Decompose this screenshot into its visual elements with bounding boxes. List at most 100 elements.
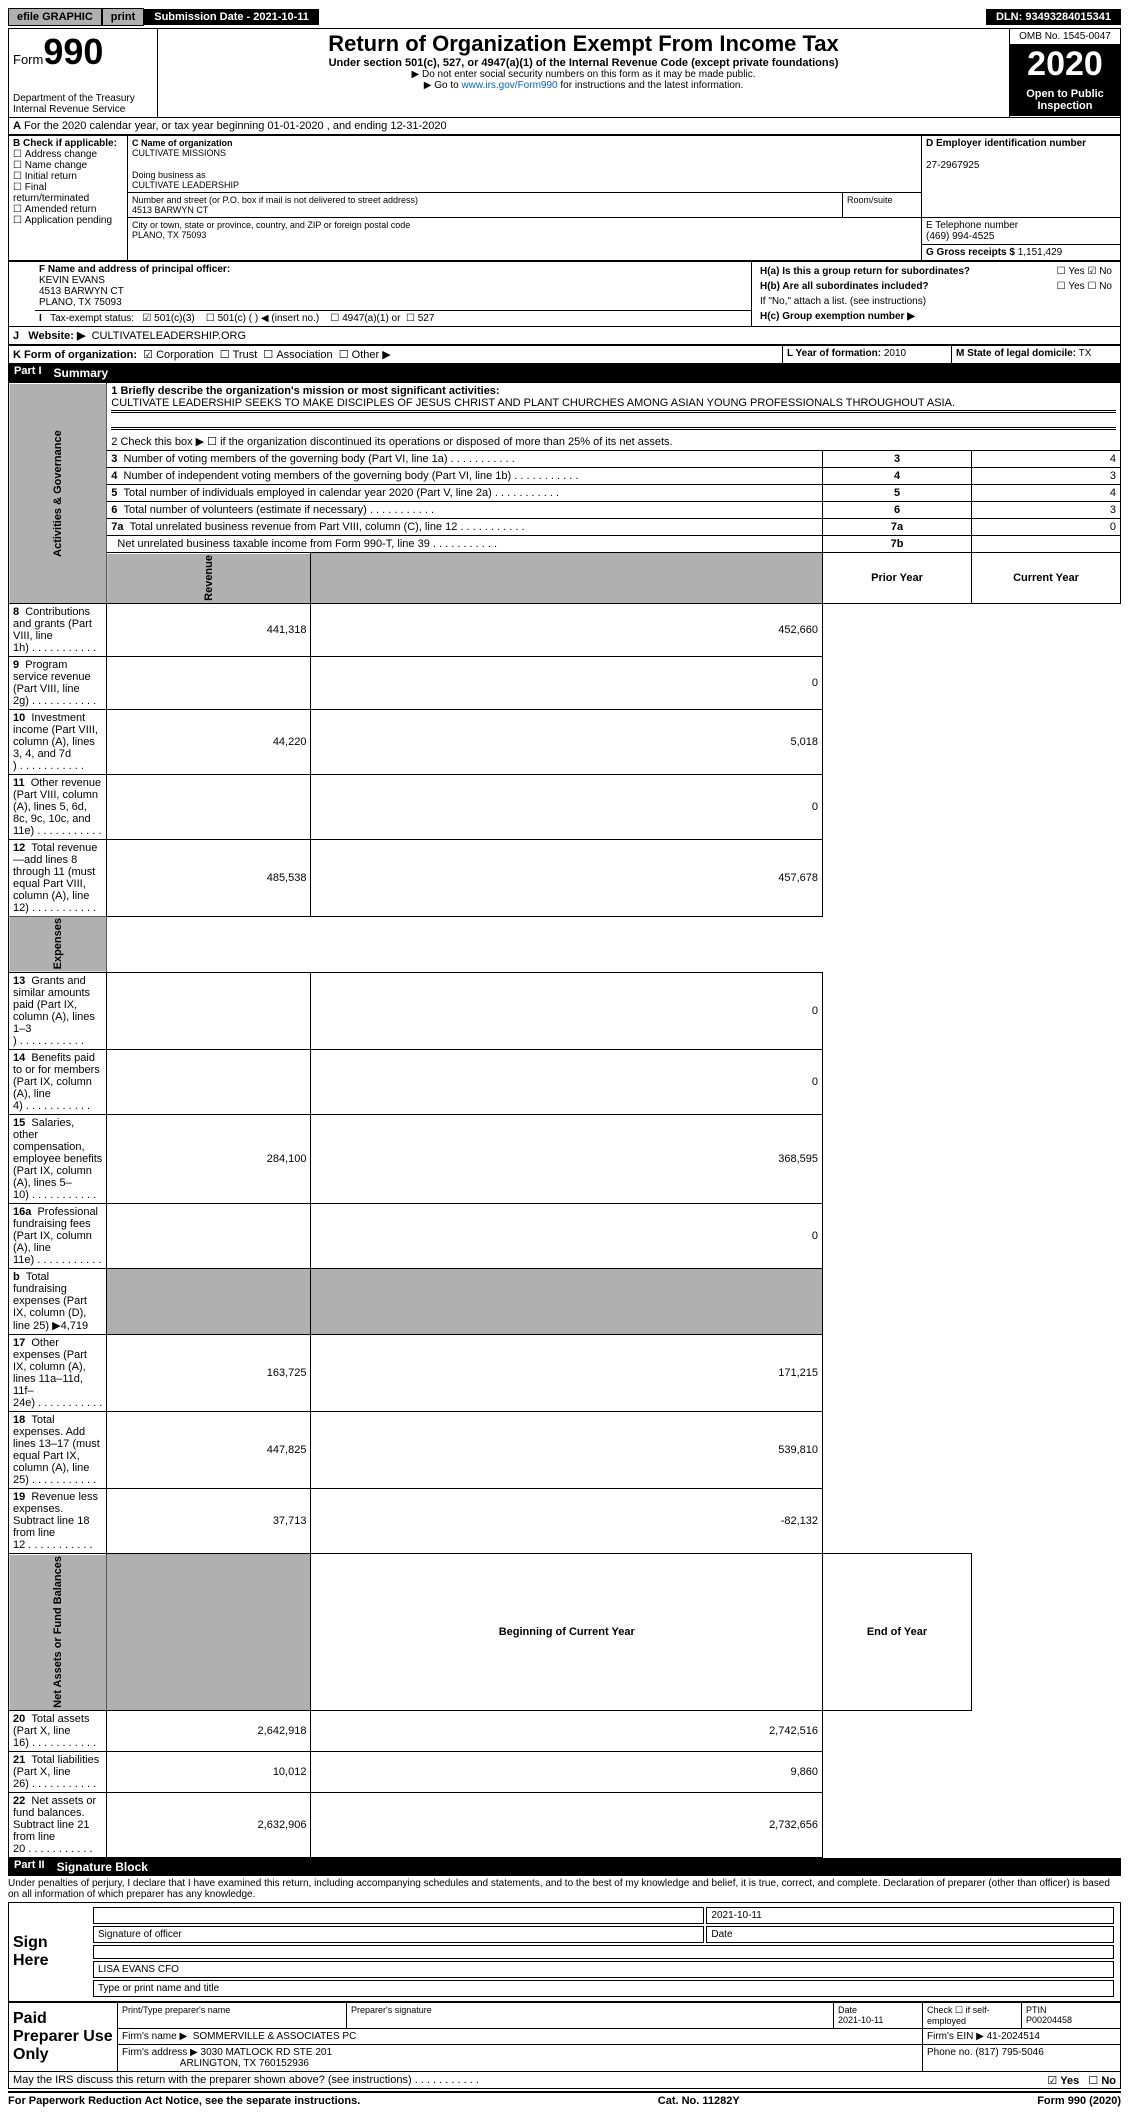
gov-line: 5 Total number of individuals employed i… — [9, 485, 1121, 502]
officer-name: KEVIN EVANS — [39, 275, 105, 286]
chk-ha-no[interactable] — [1087, 266, 1099, 277]
prep-date-val: 2021-10-11 — [838, 2015, 883, 2025]
telephone: (469) 994-4525 — [926, 231, 994, 242]
officer-addr2: PLANO, TX 75093 — [39, 297, 122, 308]
form-ref: Form 990 (2020) — [1037, 2095, 1121, 2107]
rev-line: 11 Other revenue (Part VIII, column (A),… — [9, 774, 1121, 839]
h-b-note: If "No," attach a list. (see instruction… — [756, 294, 1116, 309]
form-990: 990 — [43, 31, 103, 72]
prep-name-label: Print/Type preparer's name — [118, 2003, 347, 2029]
dept-treasury: Department of the Treasury Internal Reve… — [13, 93, 153, 115]
form-word: Form — [13, 52, 43, 67]
firm-ein-label: Firm's EIN ▶ — [927, 2031, 984, 2042]
form-subtitle: Under section 501(c), 527, or 4947(a)(1)… — [162, 57, 1005, 69]
rev-line: 12 Total revenue—add lines 8 through 11 … — [9, 839, 1121, 916]
exp-line: 13 Grants and similar amounts paid (Part… — [9, 973, 1121, 1050]
box-b-label: B Check if applicable: — [13, 138, 117, 149]
tab-governance: Activities & Governance — [9, 383, 107, 604]
net-line: 22 Net assets or fund balances. Subtract… — [9, 1793, 1121, 1858]
room-suite-label: Room/suite — [843, 193, 922, 217]
chk-discuss-yes[interactable] — [1047, 2075, 1060, 2087]
chk-name-change[interactable] — [13, 160, 25, 171]
row-i-label: Tax-exempt status: — [50, 313, 134, 324]
h-a: H(a) Is this a group return for subordin… — [760, 266, 970, 277]
ptin-label: PTIN — [1026, 2005, 1047, 2015]
chk-4947[interactable] — [330, 313, 342, 324]
prep-sig-label: Preparer's signature — [347, 2003, 834, 2029]
part1-label: Part I — [8, 364, 48, 382]
officer-addr1: 4513 BARWYN CT — [39, 286, 124, 297]
open-to-public: Open to Public Inspection — [1010, 84, 1120, 116]
rev-line: 8 Contributions and grants (Part VIII, l… — [9, 603, 1121, 656]
row-m-label: M State of legal domicile: — [956, 348, 1076, 359]
line2: 2 Check this box ▶ ☐ if the organization… — [107, 433, 1121, 451]
prep-self-emp[interactable]: Check ☐ if self-employed — [923, 2003, 1022, 2029]
entity-block: B Check if applicable: Address change Na… — [8, 135, 1121, 261]
tax-year: 2020 — [1010, 45, 1120, 84]
dba-label: Doing business as — [132, 170, 206, 180]
gov-line: 3 Number of voting members of the govern… — [9, 451, 1121, 468]
header-table: Form990 Department of the Treasury Inter… — [8, 28, 1121, 118]
row-l-label: L Year of formation: — [787, 348, 881, 359]
sig-date-label: Date — [706, 1926, 1114, 1943]
sign-here-block: Sign Here 2021-10-11 Signature of office… — [8, 1902, 1121, 2002]
firm-phone-label: Phone no. — [927, 2047, 973, 2058]
addr-label: Number and street (or P.O. box if mail i… — [132, 195, 418, 205]
box-e-label: E Telephone number — [926, 220, 1018, 231]
street-addr: 4513 BARWYN CT — [132, 205, 208, 215]
box-f-label: F Name and address of principal officer: — [39, 264, 230, 275]
sig-officer-label: Signature of officer — [93, 1926, 704, 1943]
chk-assoc[interactable] — [263, 349, 276, 361]
instr-2: ▶ Go to www.irs.gov/Form990 for instruct… — [162, 80, 1005, 91]
cat-no: Cat. No. 11282Y — [658, 2095, 740, 2107]
chk-hb-yes[interactable] — [1057, 281, 1069, 292]
box-g-label: G Gross receipts $ — [926, 247, 1015, 258]
state-domicile: TX — [1079, 348, 1092, 359]
gov-line: Net unrelated business taxable income fr… — [9, 536, 1121, 553]
h-c: H(c) Group exemption number ▶ — [760, 311, 915, 322]
prep-date-label: Date — [838, 2005, 857, 2015]
chk-ha-yes[interactable] — [1057, 266, 1069, 277]
irs-link[interactable]: www.irs.gov/Form990 — [461, 80, 557, 91]
chk-address-change[interactable] — [13, 149, 25, 160]
top-bar: efile GRAPHIC print Submission Date - 20… — [8, 8, 1121, 26]
city-state-zip: PLANO, TX 75093 — [132, 230, 206, 240]
tab-net-assets: Net Assets or Fund Balances — [9, 1554, 107, 1711]
exp-line: b Total fundraising expenses (Part IX, c… — [9, 1269, 1121, 1335]
row-j-label: Website: ▶ — [28, 330, 85, 342]
omb-no: OMB No. 1545-0047 — [1010, 29, 1120, 45]
dln: DLN: 93493284015341 — [986, 9, 1121, 25]
firm-name-label: Firm's name ▶ — [122, 2031, 187, 2042]
firm-name: SOMMERVILLE & ASSOCIATES PC — [193, 2031, 357, 2042]
period-a: A For the 2020 calendar year, or tax yea… — [8, 118, 1121, 135]
firm-ein: 41-2024514 — [987, 2031, 1040, 2042]
gov-line: 4 Number of independent voting members o… — [9, 468, 1121, 485]
chk-discuss-no[interactable] — [1088, 2075, 1101, 2087]
tab-revenue: Revenue — [107, 553, 311, 604]
chk-amended[interactable] — [13, 204, 25, 215]
gov-line: 6 Total number of volunteers (estimate i… — [9, 502, 1121, 519]
chk-initial-return[interactable] — [13, 171, 25, 182]
part2-title: Signature Block — [51, 1858, 1121, 1876]
part2-label: Part II — [8, 1858, 51, 1876]
chk-501c[interactable] — [206, 313, 218, 324]
line1-label: 1 Briefly describe the organization's mi… — [111, 385, 499, 397]
gov-line: 7a Total unrelated business revenue from… — [9, 519, 1121, 536]
chk-trust[interactable] — [220, 349, 233, 361]
exp-line: 15 Salaries, other compensation, employe… — [9, 1115, 1121, 1204]
chk-corp[interactable] — [143, 349, 156, 361]
chk-other[interactable] — [339, 349, 352, 361]
rev-line: 9 Program service revenue (Part VIII, li… — [9, 656, 1121, 709]
exp-line: 18 Total expenses. Add lines 13–17 (must… — [9, 1412, 1121, 1489]
chk-app-pending[interactable] — [13, 215, 25, 226]
year-formation: 2010 — [884, 348, 906, 359]
efile-button[interactable]: efile GRAPHIC — [8, 8, 102, 26]
chk-501c3[interactable] — [142, 313, 154, 324]
print-button[interactable]: print — [102, 8, 144, 26]
mission-text: CULTIVATE LEADERSHIP SEEKS TO MAKE DISCI… — [111, 397, 955, 409]
submission-date: Submission Date - 2021-10-11 — [144, 9, 319, 25]
hdr-end-year: End of Year — [823, 1554, 972, 1711]
chk-final-return[interactable] — [13, 182, 25, 193]
chk-hb-no[interactable] — [1087, 281, 1099, 292]
chk-527[interactable] — [406, 313, 418, 324]
